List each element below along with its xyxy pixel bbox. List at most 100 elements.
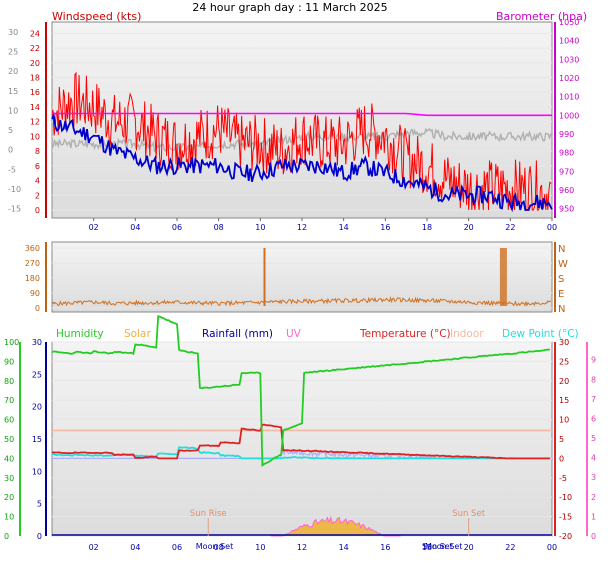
wind-xtick-label: 16 (380, 223, 390, 232)
uv-tick: 6 (591, 414, 596, 423)
solar-series (270, 517, 402, 536)
climate-xtick-label: 16 (380, 543, 390, 552)
climate-xtick-label: 20 (464, 543, 474, 552)
humidity-tick: 60 (4, 416, 14, 425)
uv-tick: 4 (591, 454, 596, 463)
uv-series (270, 515, 401, 537)
rain-tick: 25 (32, 370, 42, 379)
temp-tick: 10 (559, 416, 569, 425)
baro-tick: 990 (559, 130, 574, 139)
temp-tick: 30 (559, 338, 569, 347)
compass-label: W (558, 259, 568, 270)
wind-outer-tick: 0 (8, 146, 13, 155)
compass-label: N (558, 304, 565, 315)
rain-tick: 20 (32, 403, 42, 412)
annotation-label: Sun Set (422, 542, 453, 551)
annotation-label: Sun Rise (190, 509, 227, 519)
windspeed-label: Windspeed (kts) (52, 10, 141, 23)
temp-tick: -15 (559, 513, 572, 522)
wind-inner-tick: 24 (30, 29, 40, 38)
wind-outer-tick: 30 (8, 28, 18, 37)
rain-tick: 0 (37, 532, 42, 541)
baro-tick: 970 (559, 167, 574, 176)
wind-inner-tick: 2 (35, 191, 40, 200)
temp-tick: -5 (559, 474, 567, 483)
baro-tick: 1020 (559, 74, 579, 83)
legend-entry: Temperature (°C) (359, 328, 451, 340)
uv-tick: 9 (591, 356, 596, 365)
baro-tick: 1040 (559, 37, 579, 46)
temperature-series (51, 423, 550, 460)
direction-spike-band (499, 248, 507, 306)
temp-tick: 20 (559, 377, 569, 386)
wind-inner-tick: 8 (35, 147, 40, 156)
climate-xtick-label: 10 (255, 543, 265, 552)
wind-xtick-label: 00 (547, 223, 557, 232)
legend-entry: Humidity (56, 328, 104, 340)
legend-entry: Solar (124, 328, 151, 340)
climate-xtick-label: 08 (214, 543, 224, 552)
wind-outer-tick: -10 (8, 185, 21, 194)
wind-xtick-label: 20 (464, 223, 474, 232)
baro-tick: 960 (559, 186, 574, 195)
baro-tick: 1000 (559, 111, 579, 120)
compass-label: N (558, 244, 565, 255)
dir-tick: 270 (25, 259, 40, 268)
wind-xtick-label: 10 (255, 223, 265, 232)
humidity-tick: 70 (4, 396, 14, 405)
wind-outer-tick: 10 (8, 106, 18, 115)
climate-xtick-label: 06 (172, 543, 182, 552)
baro-tick: 980 (559, 149, 574, 158)
humidity-tick: 40 (4, 454, 14, 463)
temp-tick: -20 (559, 532, 572, 541)
chart-title: 24 hour graph day : 11 March 2025 (192, 1, 387, 14)
wind-inner-tick: 0 (35, 206, 40, 215)
dir-tick: 0 (35, 304, 40, 313)
dir-tick: 90 (30, 289, 40, 298)
annotation-label: Sun Set (452, 509, 485, 519)
temp-tick: 25 (559, 357, 569, 366)
legend-entry: Rainfall (mm) (202, 328, 273, 340)
baro-tick: 1010 (559, 93, 579, 102)
wind-inner-tick: 20 (30, 59, 40, 68)
wind-xtick-label: 14 (339, 223, 349, 232)
uv-tick: 0 (591, 532, 596, 541)
annotation-label: Moon Set (425, 542, 462, 551)
barometer-series (52, 112, 552, 117)
climate-xtick-label: 00 (547, 543, 557, 552)
rain-tick: 5 (37, 500, 42, 509)
rain-tick: 10 (32, 467, 42, 476)
temp-tick: -10 (559, 493, 572, 502)
wind-xtick-label: 08 (214, 223, 224, 232)
humidity-tick: 90 (4, 357, 14, 366)
wind-xtick-label: 12 (297, 223, 307, 232)
annotation-label: Moon Set (196, 542, 233, 551)
wind-outer-tick: 15 (8, 87, 18, 96)
wind-inner-tick: 6 (35, 162, 40, 171)
barometer-label: Barometer (hpa) (496, 10, 587, 23)
baro-tick: 950 (559, 205, 574, 214)
uv-tick: 5 (591, 434, 596, 443)
wind-inner-tick: 16 (30, 88, 40, 97)
climate-xtick-label: 02 (89, 543, 99, 552)
wind-outer-tick: 5 (8, 126, 13, 135)
wind-inner-tick: 12 (30, 118, 40, 127)
climate-xtick-label: 04 (130, 543, 140, 552)
wind-gray-series (51, 127, 553, 153)
wind-inner-tick: 10 (30, 132, 40, 141)
climate-xtick-label: 18 (422, 543, 432, 552)
humidity-tick: 20 (4, 493, 14, 502)
uv-tick: 8 (591, 375, 596, 384)
temp-tick: 0 (559, 454, 564, 463)
uv-tick: 3 (591, 473, 596, 482)
wind-outer-tick: -15 (8, 205, 21, 214)
rain-tick: 30 (32, 338, 42, 347)
wind-xtick-label: 02 (89, 223, 99, 232)
dir-tick: 360 (25, 244, 40, 253)
uv-tick: 7 (591, 395, 596, 404)
temp-tick: 15 (559, 396, 569, 405)
legend-entry: Dew Point (°C) (502, 328, 579, 340)
climate-xtick-label: 12 (297, 543, 307, 552)
